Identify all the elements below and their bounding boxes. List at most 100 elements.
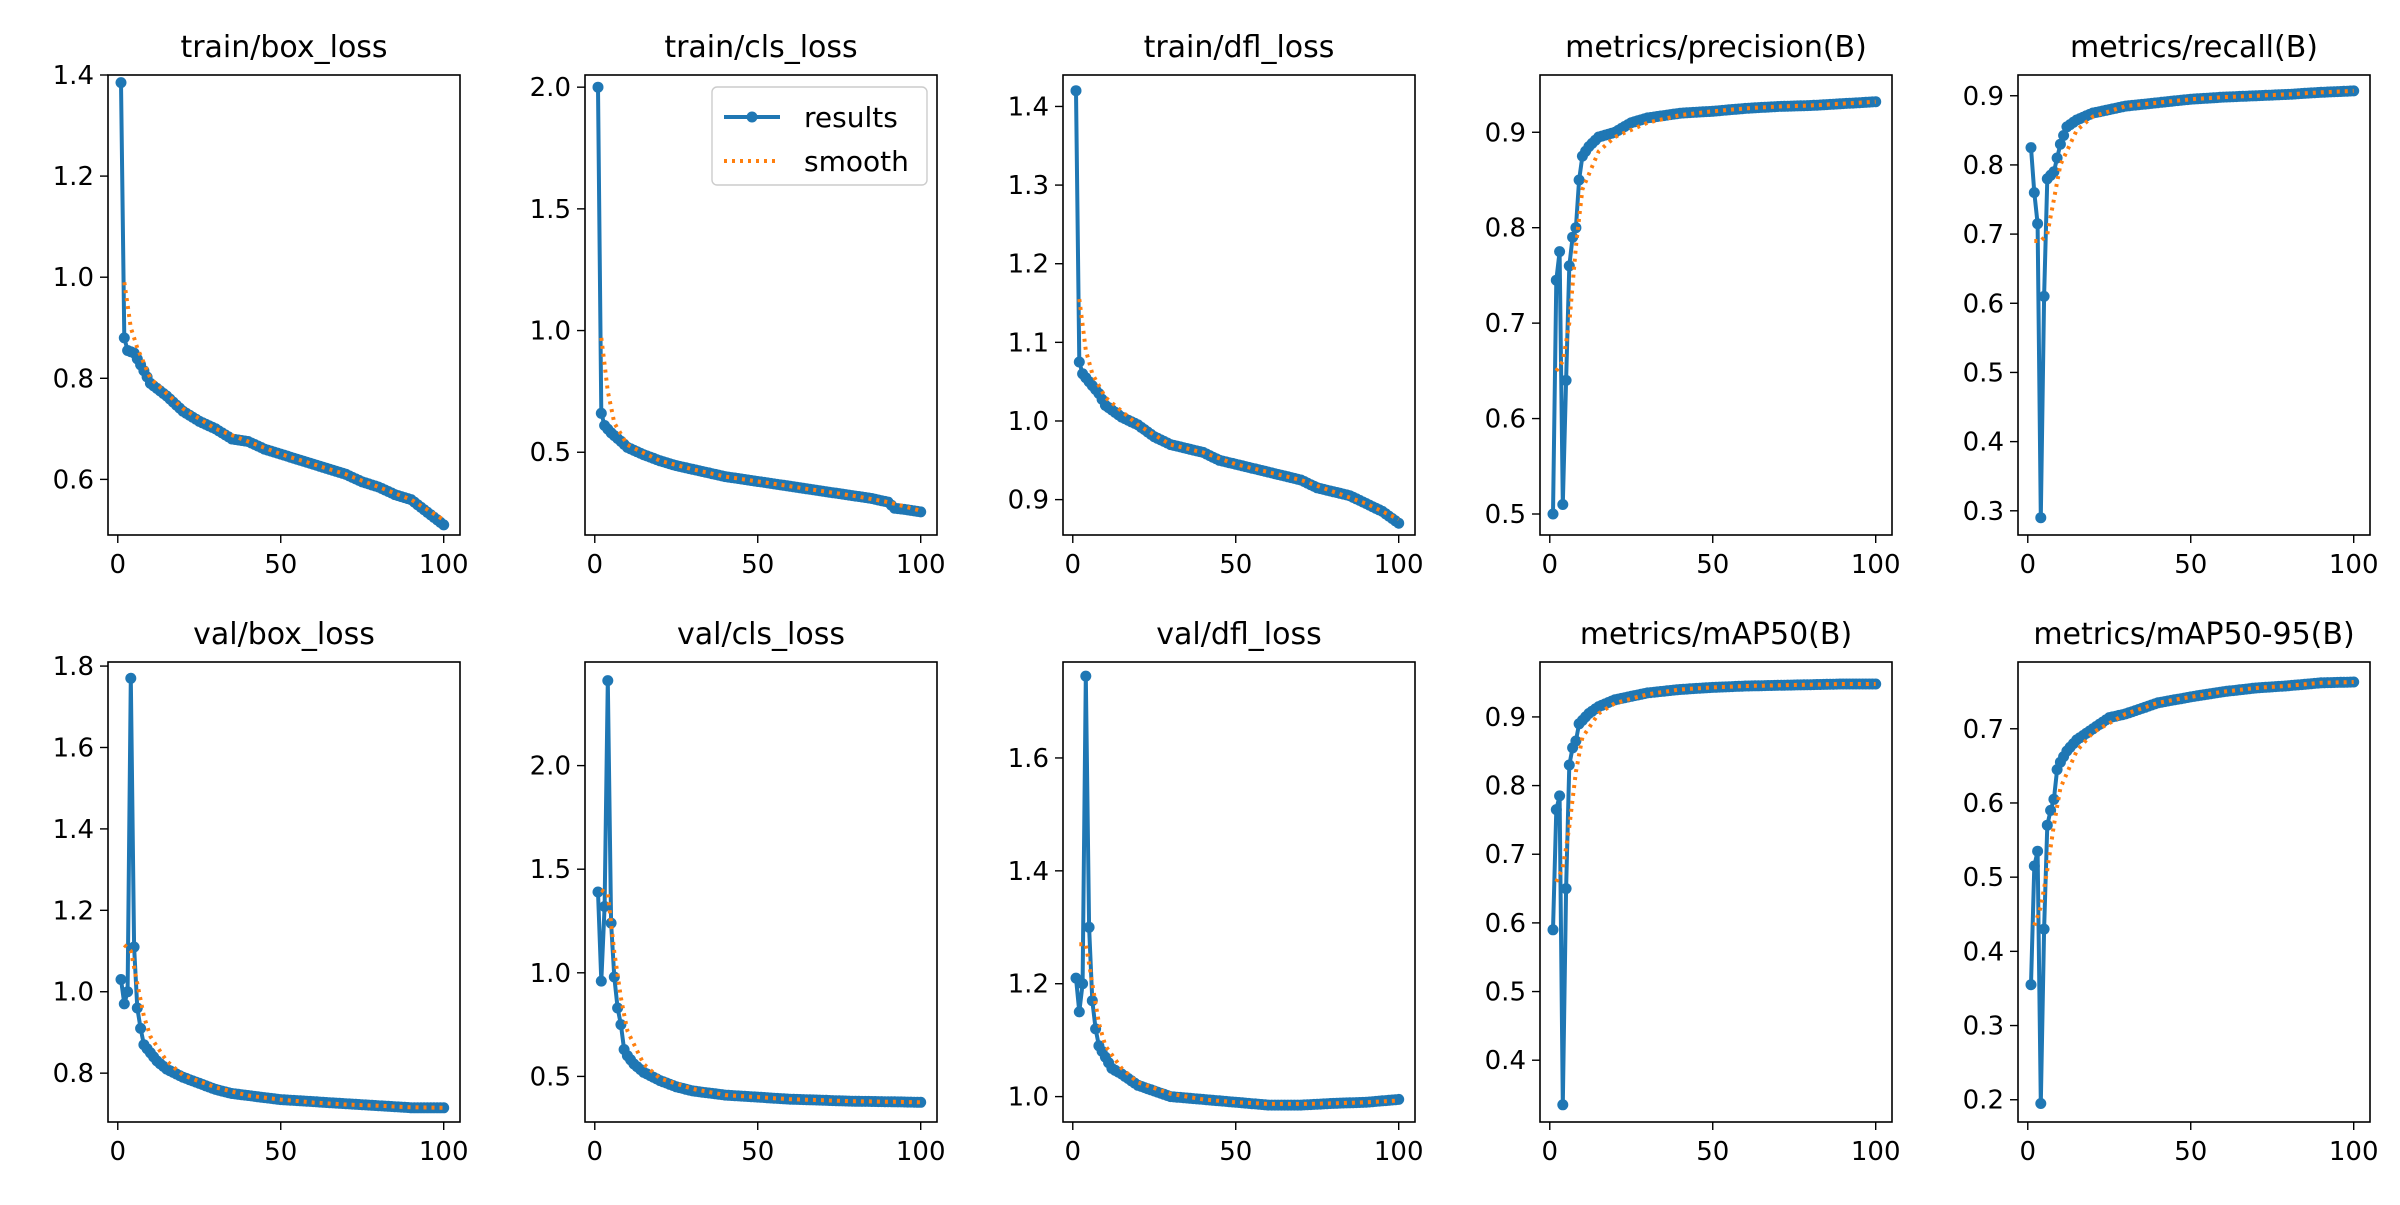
legend-results-marker: [746, 111, 758, 123]
y-tick-label: 1.4: [1008, 857, 1049, 887]
y-tick-label: 2.0: [530, 73, 571, 103]
results-line: [119, 676, 444, 1110]
results-point: [2048, 793, 2060, 805]
subplot-title: metrics/mAP50(B): [1580, 617, 1852, 652]
results-line: [2029, 88, 2354, 520]
x-tick-label: 0: [1542, 550, 1559, 580]
y-tick-label: 1.4: [1008, 92, 1049, 122]
results-line: [596, 678, 921, 1105]
x-tick-label: 0: [1542, 1137, 1559, 1167]
legend-smooth-label: smooth: [804, 145, 909, 178]
results-point: [605, 917, 617, 929]
x-tick-label: 100: [1851, 1137, 1901, 1167]
results-point: [1550, 274, 1562, 286]
smooth-line: [122, 943, 444, 1110]
results-point: [1557, 499, 1569, 510]
results-point: [915, 1096, 927, 1108]
subplot-6: val/box_loss 0 50 100 0.8 1.0 1.2 1.4 1.6 1.8: [53, 617, 469, 1167]
axes-frame: [2017, 661, 2371, 1123]
x-tick-label: 100: [1374, 550, 1424, 580]
x-tick-label: 0: [1065, 1137, 1082, 1167]
y-tick-label: 0.8: [53, 364, 94, 394]
y-tick-label: 1.1: [1008, 328, 1049, 358]
smooth-line: [122, 282, 445, 522]
y-tick-label: 0.9: [1485, 118, 1526, 148]
results-point: [2032, 218, 2044, 230]
y-tick-label: 1.4: [53, 61, 94, 91]
axes-frame: [584, 661, 938, 1123]
axes-frame: [1062, 74, 1416, 536]
results-point: [1077, 978, 1089, 990]
y-tick-label: 0.8: [1485, 214, 1526, 244]
legend-results-label: results: [804, 101, 898, 134]
x-tick-label: 100: [1851, 550, 1901, 580]
x-tick-label: 0: [2020, 1137, 2037, 1167]
smooth-line: [1079, 942, 1399, 1106]
x-tick-label: 50: [2174, 550, 2207, 580]
x-tick-label: 50: [741, 1137, 774, 1167]
results-point: [2045, 804, 2057, 816]
results-point: [1083, 921, 1095, 933]
x-tick-label: 100: [419, 1137, 469, 1167]
results-point: [2028, 860, 2040, 872]
axes-frame: [107, 661, 461, 1123]
x-tick-label: 50: [264, 1137, 297, 1167]
y-tick-label: 0.5: [1485, 978, 1526, 1008]
results-point: [1570, 735, 1582, 747]
results-point: [2038, 290, 2050, 302]
subplot-7: val/cls_loss 0 50 100 0.5 1.0 1.5 2.0: [530, 617, 946, 1167]
x-tick-label: 50: [741, 550, 774, 580]
y-tick-label: 0.6: [1963, 289, 2004, 319]
results-point: [131, 1002, 143, 1014]
results-point: [1560, 883, 1572, 895]
results-point: [1573, 174, 1585, 186]
results-point: [122, 986, 134, 998]
x-tick-label: 100: [2329, 550, 2379, 580]
subplot-title: train/dfl_loss: [1144, 30, 1335, 65]
y-tick-label: 1.2: [1008, 970, 1049, 1000]
x-tick-label: 50: [1696, 550, 1729, 580]
y-tick-label: 0.9: [1008, 486, 1049, 516]
subplot-10: metrics/mAP50-95(B) 0 50 100 0.2 0.3 0.4 0.5 0.6…: [1963, 617, 2379, 1167]
y-tick-label: 0.5: [530, 438, 571, 468]
results-point: [2054, 138, 2066, 150]
results-point: [595, 407, 607, 419]
results-point: [1073, 1006, 1085, 1018]
results-point: [135, 1022, 147, 1034]
results-point: [1547, 508, 1559, 520]
axes-frame: [584, 74, 938, 536]
y-tick-label: 0.5: [530, 1062, 571, 1092]
y-tick-label: 1.2: [53, 896, 94, 926]
y-tick-label: 1.8: [53, 652, 94, 682]
subplot-title: train/cls_loss: [664, 30, 857, 65]
results-point: [1554, 790, 1566, 802]
results-point: [2028, 187, 2040, 199]
x-tick-label: 50: [1219, 550, 1252, 580]
results-point: [1563, 260, 1575, 272]
results-point: [608, 971, 620, 983]
y-tick-label: 1.0: [530, 959, 571, 989]
smooth-line: [1554, 682, 1876, 883]
subplot-title: val/dfl_loss: [1156, 617, 1321, 652]
results-line: [1551, 99, 1876, 515]
results-point: [115, 77, 127, 89]
results-point: [1563, 759, 1575, 771]
y-tick-label: 1.0: [1008, 407, 1049, 437]
y-tick-label: 0.9: [1485, 703, 1526, 733]
results-point: [1080, 670, 1092, 682]
results-line: [1074, 90, 1400, 525]
results-point: [1557, 1099, 1569, 1111]
y-tick-label: 0.6: [1485, 405, 1526, 435]
subplot-3: train/dfl_loss 0 50 100 0.9 1.0 1.1 1.2 1.3 1.4: [1008, 30, 1424, 580]
x-tick-label: 0: [587, 1137, 604, 1167]
results-point: [2058, 130, 2070, 141]
y-tick-label: 2.0: [530, 752, 571, 782]
y-tick-label: 0.7: [1485, 840, 1526, 870]
smooth-line: [2032, 680, 2354, 927]
results-point: [2025, 979, 2037, 991]
results-line: [1551, 682, 1876, 1107]
y-tick-label: 0.5: [1963, 358, 2004, 388]
x-tick-label: 100: [419, 550, 469, 580]
subplot-8: val/dfl_loss 0 50 100 1.0 1.2 1.4 1.6: [1008, 617, 1424, 1167]
